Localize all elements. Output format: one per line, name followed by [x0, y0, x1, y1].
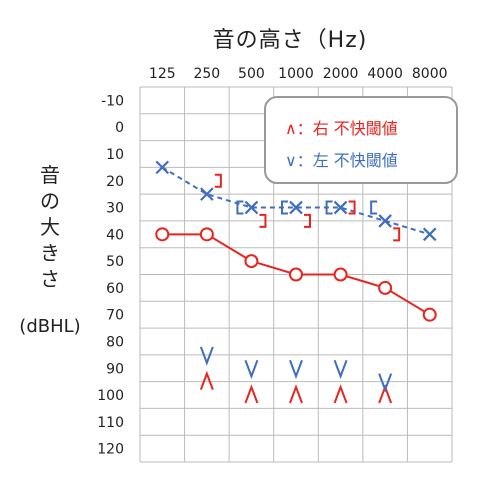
y-tick-label: 30 [106, 201, 124, 217]
legend-box [264, 96, 458, 184]
left-bone-marker [370, 200, 378, 215]
left-air-point [244, 200, 259, 215]
left-air-point [378, 214, 392, 228]
x-tick-label: 1000 [278, 66, 314, 82]
y-tick-label: 50 [106, 254, 124, 270]
right-bone-marker [214, 173, 222, 188]
right-air-point [155, 227, 170, 242]
left-bone-marker [325, 200, 333, 215]
right-discomfort-marker [333, 384, 348, 404]
right-air-point [244, 254, 259, 269]
left-air-point [155, 160, 170, 175]
y-axis-label: 音の大きさ [40, 163, 60, 291]
right-discomfort-marker [289, 384, 303, 404]
x-tick-label: 250 [193, 66, 220, 82]
right-air-point [333, 267, 348, 282]
x-tick-label: 2000 [323, 66, 359, 82]
y-tick-label: 110 [97, 415, 124, 431]
y-tick-label: 0 [115, 120, 124, 136]
right-bone-marker [259, 213, 267, 228]
left-discomfort-marker [378, 373, 393, 393]
right-bone-marker [348, 200, 356, 215]
y-axis-unit: (dBHL) [19, 316, 81, 337]
cross-stroke [200, 187, 214, 201]
y-tick-label: 70 [106, 308, 124, 324]
left-discomfort-marker [333, 359, 348, 380]
right-air-point [378, 280, 393, 295]
cross-stroke [289, 200, 303, 215]
y-tick-label: 60 [106, 281, 124, 297]
y-tick-label: -10 [101, 93, 124, 109]
x-tick-label: 4000 [367, 66, 403, 82]
left-discomfort-marker [289, 359, 303, 380]
y-tick-label: 90 [106, 361, 124, 377]
right-discomfort-marker [244, 384, 259, 404]
right-discomfort-marker [199, 370, 214, 390]
left-bone-marker [281, 200, 288, 215]
left-air-point [289, 200, 303, 215]
cross-stroke [378, 214, 392, 228]
left-air-point [333, 200, 348, 215]
cross-stroke [155, 160, 170, 175]
right-air-point [199, 227, 214, 242]
y-tick-label: 10 [106, 147, 124, 163]
legend-entry: ∨：左 不快閾値 [285, 151, 398, 170]
y-tick-label: 120 [97, 442, 124, 458]
right-bone-marker [304, 213, 311, 228]
cross-stroke [244, 200, 259, 215]
x-tick-label: 8000 [412, 66, 448, 82]
y-tick-label: 80 [106, 334, 124, 350]
legend: ∧：右 不快閾値 ∨：左 不快閾値 [264, 96, 458, 184]
right-bone-marker [393, 227, 401, 242]
y-tick-label: 40 [106, 227, 124, 243]
x-tick-label: 500 [238, 66, 265, 82]
legend-entry: ∧：右 不快閾値 [285, 119, 398, 138]
x-tick-label: 125 [149, 66, 176, 82]
left-discomfort-marker [199, 346, 214, 366]
left-air-point [200, 187, 214, 201]
left-discomfort-marker [244, 359, 259, 380]
chart-title: 音の高さ（Hz) [212, 28, 368, 53]
cross-stroke [422, 227, 437, 242]
right-air-point [422, 307, 437, 322]
cross-stroke [333, 200, 348, 215]
y-tick-label: 20 [106, 174, 124, 190]
right-air-point [289, 267, 303, 282]
left-air-point [422, 227, 437, 242]
y-tick-label: 100 [97, 388, 124, 404]
left-bone-marker [236, 200, 244, 215]
